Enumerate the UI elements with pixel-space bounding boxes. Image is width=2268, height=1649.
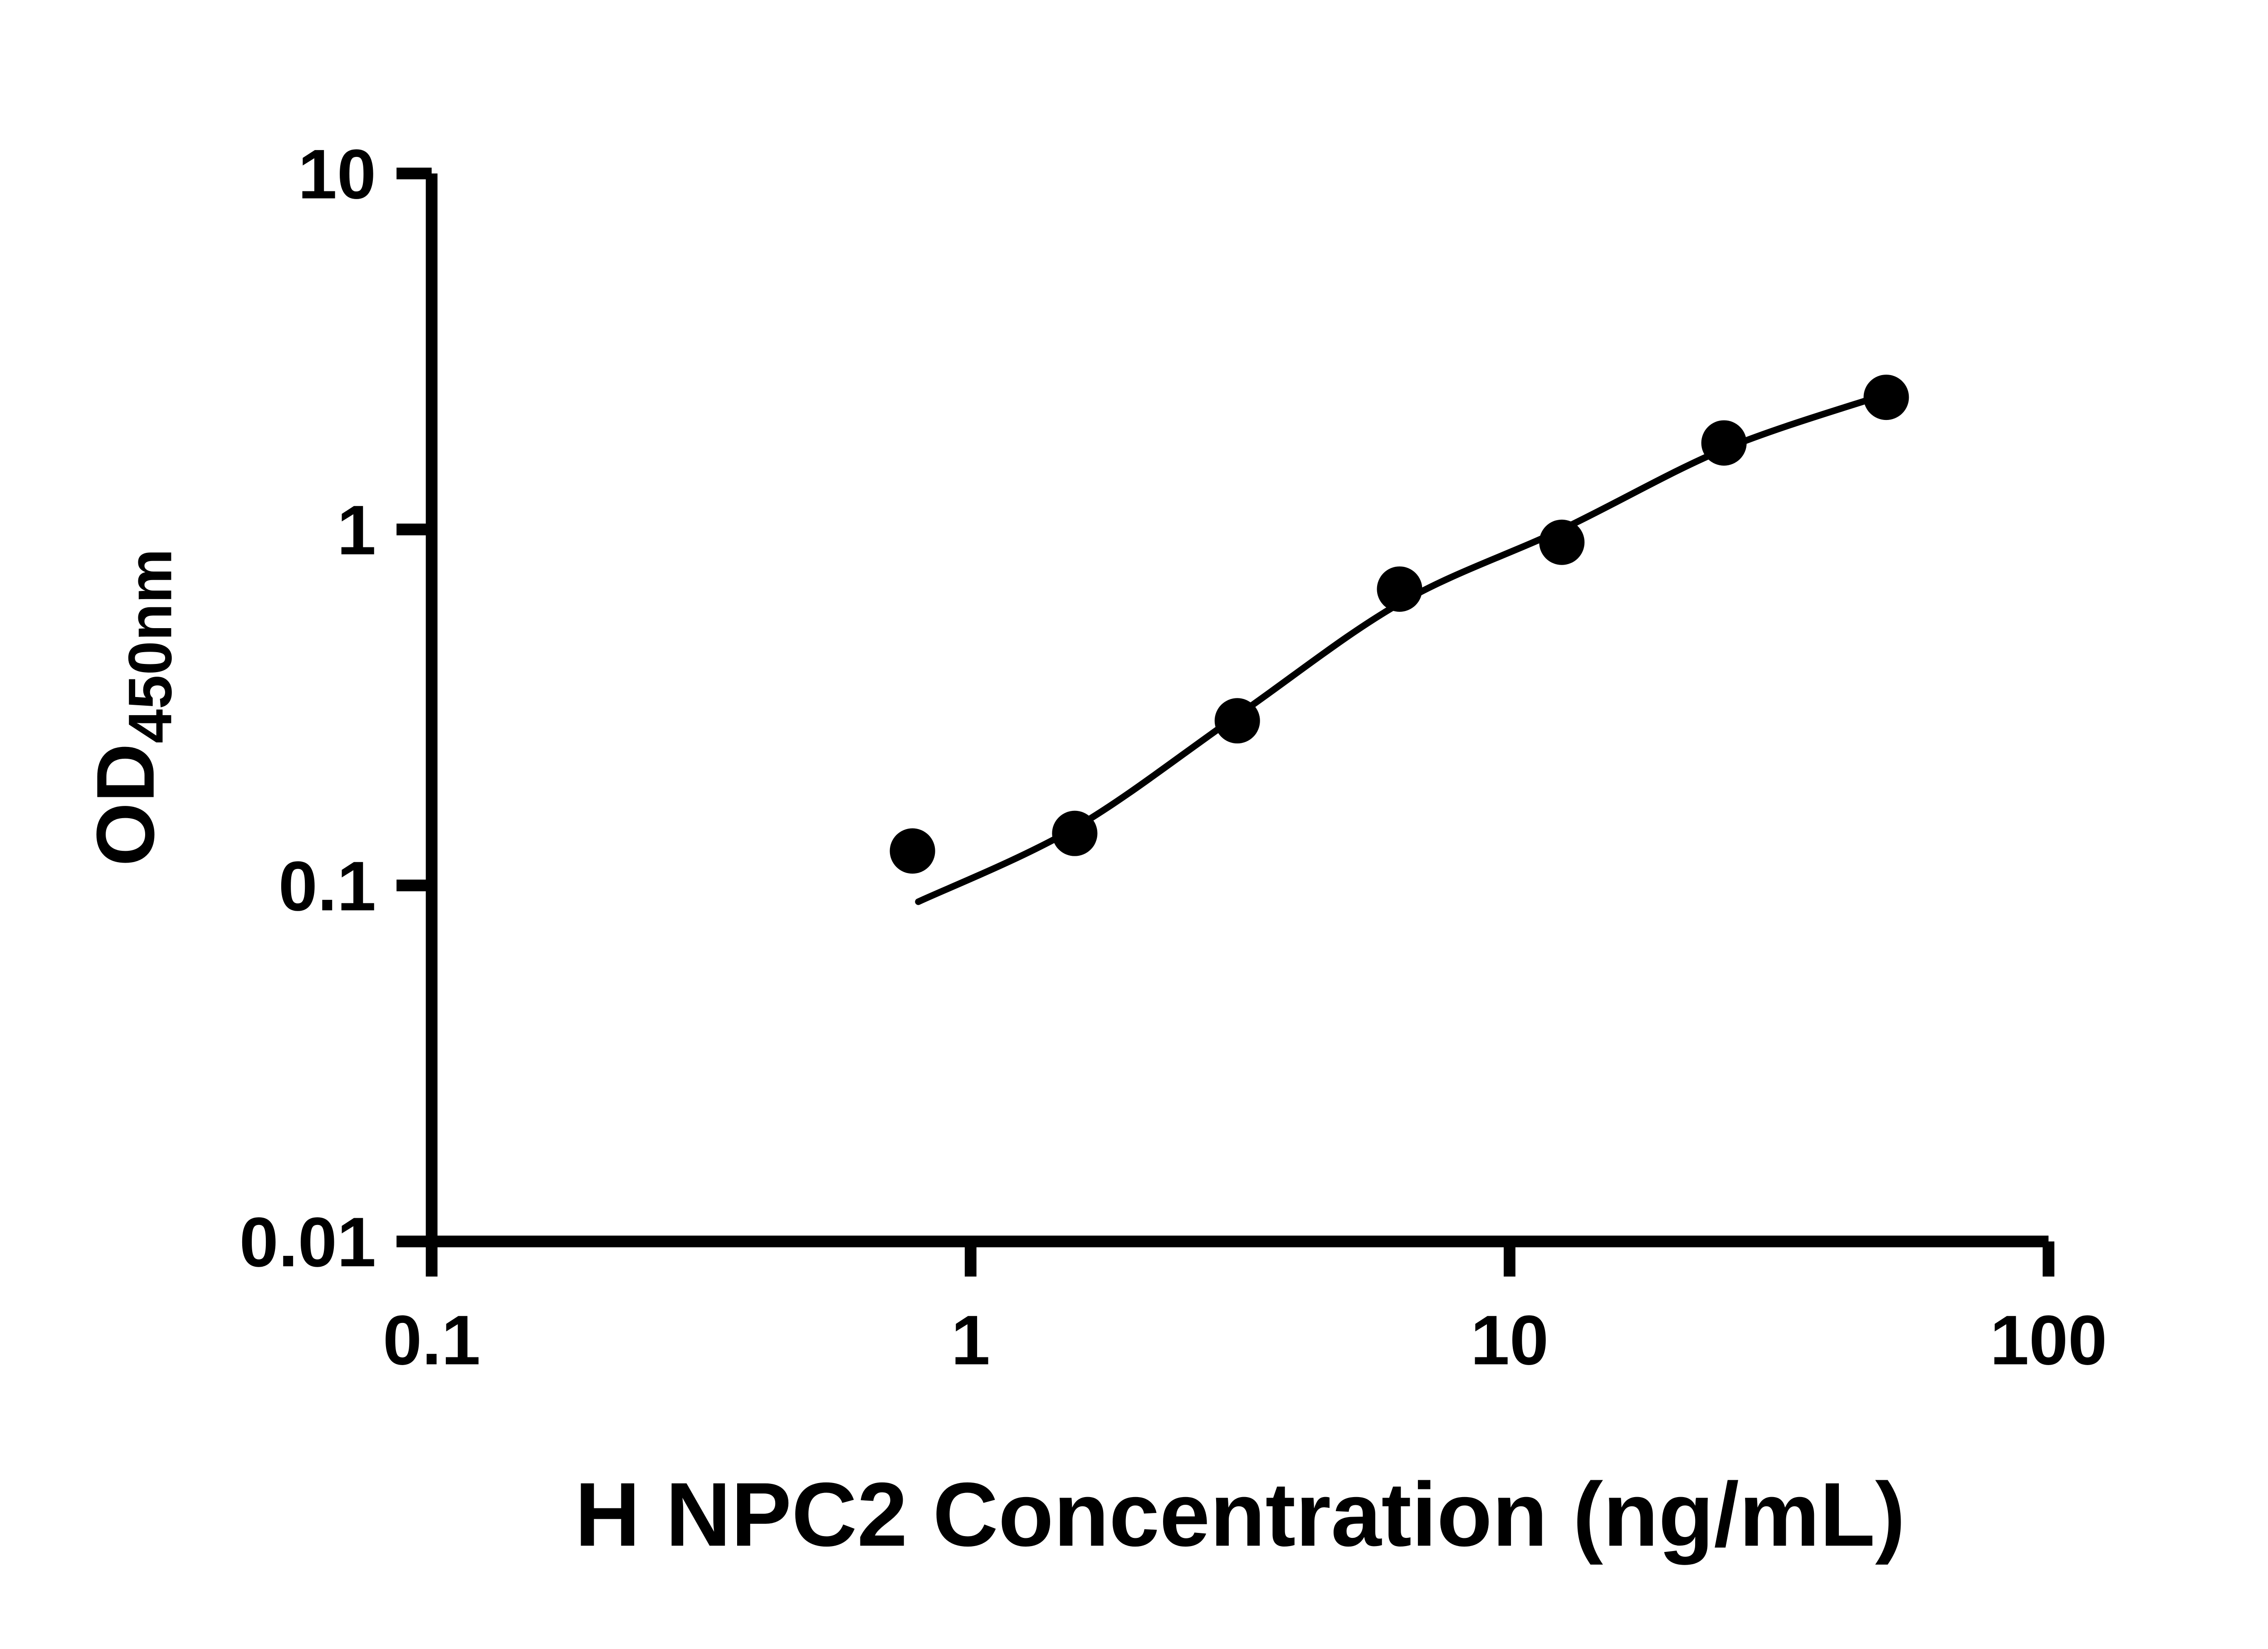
x-tick-label: 1 bbox=[951, 1301, 990, 1379]
data-point bbox=[1377, 566, 1422, 612]
x-tick-label: 0.1 bbox=[383, 1301, 480, 1379]
data-point bbox=[1539, 519, 1585, 565]
y-axis-title: OD450nm bbox=[80, 549, 185, 866]
plot-background bbox=[0, 27, 2268, 1622]
x-tick-label: 100 bbox=[1990, 1301, 2107, 1379]
data-point bbox=[890, 828, 935, 874]
data-point bbox=[1052, 810, 1098, 856]
y-tick-label: 1 bbox=[337, 491, 376, 569]
x-axis-title: H NPC2 Concentration (ng/mL) bbox=[575, 1464, 1905, 1565]
data-point bbox=[1863, 375, 1909, 420]
y-tick-label: 10 bbox=[298, 135, 376, 213]
y-tick-label: 0.1 bbox=[279, 847, 376, 925]
data-point bbox=[1214, 698, 1260, 744]
data-point bbox=[1701, 420, 1747, 466]
y-tick-label: 0.01 bbox=[240, 1203, 376, 1281]
x-tick-label: 10 bbox=[1471, 1301, 1549, 1379]
